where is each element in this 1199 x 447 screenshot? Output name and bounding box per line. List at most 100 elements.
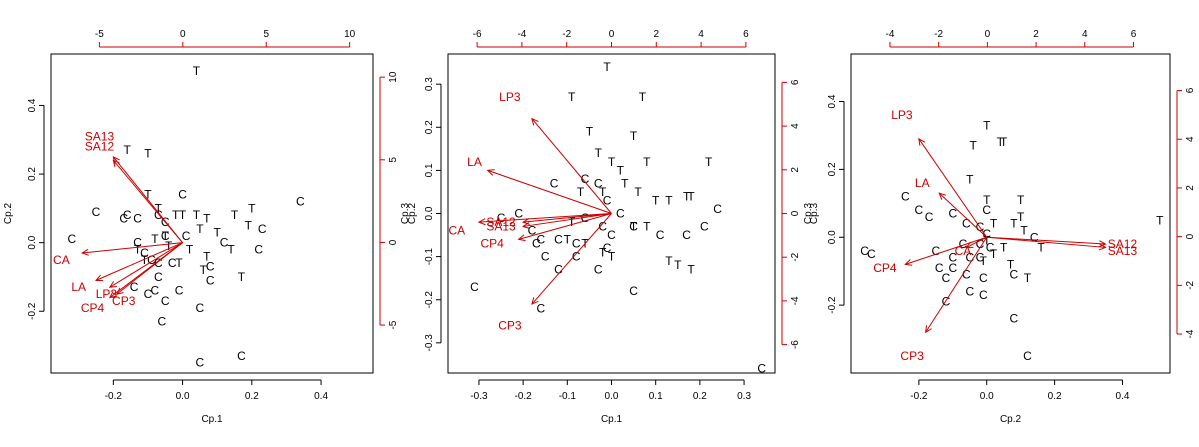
score-point: C [157, 315, 166, 329]
loading-arrowhead [486, 169, 495, 176]
loading-label: LP3 [499, 90, 521, 104]
score-point: T [203, 249, 211, 263]
y-tick-label: -0.2 [827, 296, 838, 314]
score-point: T [687, 263, 695, 277]
top-tick-label: -4 [517, 29, 526, 40]
x-tick-label: 0.3 [737, 391, 751, 402]
score-point: C [1023, 349, 1032, 363]
score-point: T [599, 185, 607, 199]
right-tick-label: 4 [790, 123, 801, 129]
score-point: C [915, 203, 924, 217]
loading-arrow [986, 236, 1106, 248]
loading-arrow [531, 213, 612, 305]
score-point: C [1030, 230, 1039, 244]
score-point: T [586, 125, 594, 139]
score-point: T [990, 247, 998, 261]
right-tick-label: 6 [790, 79, 801, 85]
right-tick-label: 2 [1185, 185, 1196, 191]
loading-arrow [925, 236, 988, 333]
y-tick-label: 0.4 [27, 98, 38, 112]
score-point: T [665, 254, 673, 268]
score-point: C [168, 256, 177, 270]
loading-arrowhead [965, 241, 974, 248]
score-point: C [196, 301, 205, 315]
score-point: T [186, 243, 194, 257]
score-point: C [965, 251, 974, 265]
loading-arrowhead [108, 291, 117, 299]
score-point: C [700, 219, 709, 233]
score-point: T [1020, 223, 1028, 237]
score-point: T [603, 60, 611, 74]
loading-arrowhead [925, 325, 932, 334]
score-point: T [630, 219, 638, 233]
score-point: T [1010, 217, 1018, 231]
score-point: C [629, 219, 638, 233]
loading-arrow [112, 160, 183, 243]
score-point: T [238, 270, 246, 284]
right-tick-label: 0 [790, 210, 801, 216]
score-point: C [607, 228, 616, 242]
score-point: C [528, 224, 537, 238]
score-point: C [550, 176, 559, 190]
score-point: C [497, 211, 506, 225]
score-point: T [193, 208, 201, 222]
score-point: T [1024, 271, 1032, 285]
score-point: C [140, 246, 149, 260]
score-point: C [532, 237, 541, 251]
score-point: C [598, 219, 607, 233]
loading-arrow [523, 213, 612, 227]
score-point: C [959, 237, 968, 251]
score-point: C [979, 271, 988, 285]
right-tick-label: -5 [388, 320, 399, 329]
score-point: C [147, 253, 156, 267]
loading-arrow [109, 242, 183, 298]
score-point: T [643, 219, 651, 233]
score-point: T [639, 90, 647, 104]
y-tick-label: 0.2 [827, 162, 838, 176]
score-point: C [1010, 268, 1019, 282]
x-tick-label: -0.2 [910, 391, 928, 402]
loading-arrowhead [108, 281, 117, 288]
y-tick-label: -0.1 [424, 248, 435, 266]
y-tick-label: 0.0 [27, 235, 38, 249]
score-point: C [976, 251, 985, 265]
score-point: C [151, 284, 160, 298]
loading-arrow [82, 242, 183, 254]
score-point: T [124, 143, 132, 157]
top-tick-label: 0 [609, 29, 615, 40]
score-point: C [133, 236, 142, 250]
score-point: C [629, 284, 638, 298]
score-point: T [568, 215, 576, 229]
score-point: C [206, 273, 215, 287]
score-point: C [682, 228, 691, 242]
score-point: C [92, 205, 101, 219]
score-point: C [982, 227, 991, 241]
top-tick-label: 6 [1131, 29, 1137, 40]
score-point: T [227, 243, 235, 257]
score-point: T [144, 146, 152, 160]
x-tick-label: -0.2 [105, 391, 123, 402]
score-point: T [203, 212, 211, 226]
y-tick-label: 0.4 [827, 94, 838, 108]
score-point: C [470, 280, 479, 294]
score-point: C [178, 188, 187, 202]
score-point: C [1010, 312, 1019, 326]
biplot-panel-2: -0.3 -0.2 -0.1 0.0 0.1 0.2 0.3 Cp.1 -0.3 -0.2 -0.1… [400, 29, 820, 425]
score-point: T [980, 254, 988, 268]
right-axis-title: Cp.2 [407, 203, 418, 225]
top-tick-label: -2 [934, 29, 943, 40]
score-point: C [603, 194, 612, 208]
score-point: T [990, 217, 998, 231]
score-point: C [948, 207, 957, 221]
x-tick-label: 0.0 [605, 391, 619, 402]
loading-arrow [95, 242, 183, 281]
score-point: C [757, 362, 766, 376]
score-point: T [134, 243, 142, 257]
score-point: T [1037, 240, 1045, 254]
score-point: C [932, 244, 941, 258]
loading-label: LA [71, 280, 86, 294]
score-point: T [983, 234, 991, 248]
score-point: T [144, 188, 152, 202]
x-tick-label: 0.1 [649, 391, 663, 402]
right-tick-label: 0 [1185, 233, 1196, 239]
